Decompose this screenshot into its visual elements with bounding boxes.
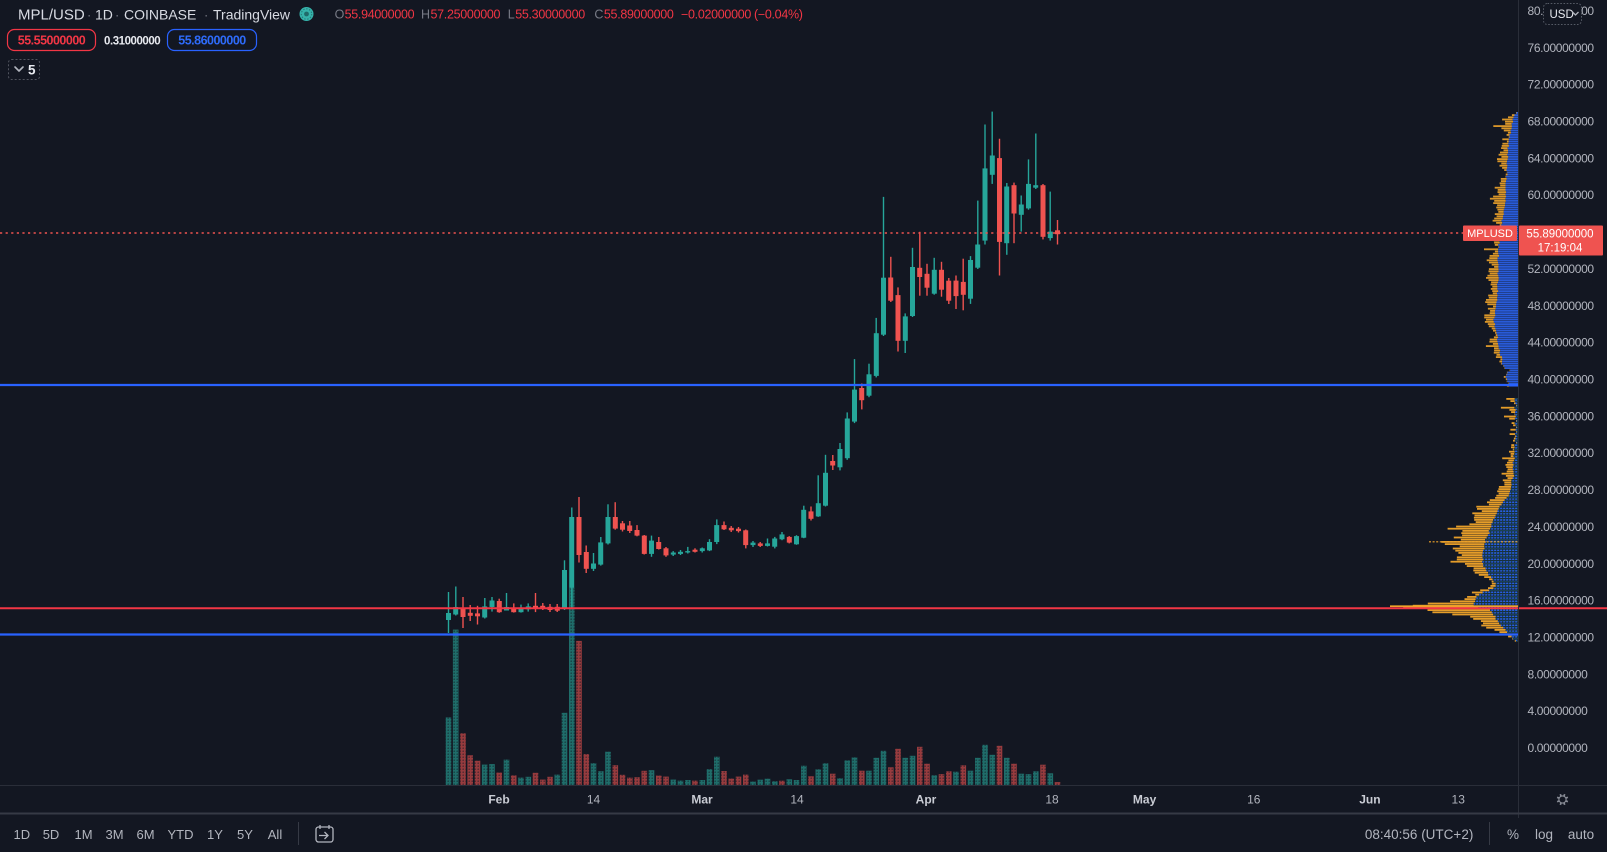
- svg-text:Jun: Jun: [1359, 793, 1380, 807]
- svg-text:·: ·: [204, 8, 208, 23]
- svg-text:May: May: [1133, 793, 1157, 807]
- svg-text:20.00000000: 20.00000000: [1528, 557, 1595, 571]
- svg-text:auto: auto: [1568, 827, 1594, 842]
- svg-text:H: H: [421, 8, 430, 22]
- svg-text:−0.02000000: −0.02000000: [681, 8, 751, 22]
- svg-text:52.00000000: 52.00000000: [1528, 262, 1595, 276]
- svg-text:3M: 3M: [105, 827, 123, 842]
- svg-text:14: 14: [790, 793, 804, 807]
- svg-text:08:40:56 (UTC+2): 08:40:56 (UTC+2): [1365, 827, 1473, 842]
- svg-text:0.00000000: 0.00000000: [1528, 741, 1589, 755]
- svg-text:All: All: [268, 827, 283, 842]
- svg-text:12.00000000: 12.00000000: [1528, 631, 1595, 645]
- svg-text:5Y: 5Y: [237, 827, 253, 842]
- svg-text:40.00000000: 40.00000000: [1528, 373, 1595, 387]
- svg-text:USD: USD: [1550, 9, 1574, 21]
- svg-text:COINBASE: COINBASE: [124, 7, 196, 23]
- svg-text:Apr: Apr: [916, 793, 937, 807]
- svg-text:44.00000000: 44.00000000: [1528, 336, 1595, 350]
- svg-text:C: C: [594, 8, 603, 22]
- svg-text:16.00000000: 16.00000000: [1528, 594, 1595, 608]
- svg-text:72.00000000: 72.00000000: [1528, 78, 1595, 92]
- svg-text:55.30000000: 55.30000000: [515, 8, 585, 22]
- svg-text:32.00000000: 32.00000000: [1528, 446, 1595, 460]
- svg-text:55.55000000: 55.55000000: [18, 34, 86, 48]
- svg-text:36.00000000: 36.00000000: [1528, 409, 1595, 423]
- svg-text:Feb: Feb: [488, 793, 509, 807]
- svg-text:·: ·: [87, 8, 91, 23]
- svg-text:(−0.04%): (−0.04%): [754, 8, 803, 22]
- svg-text:13: 13: [1452, 793, 1466, 807]
- svg-text:18: 18: [1045, 793, 1059, 807]
- svg-text:0.31000000: 0.31000000: [104, 36, 160, 48]
- svg-text:14: 14: [587, 793, 601, 807]
- svg-text:4.00000000: 4.00000000: [1528, 704, 1589, 718]
- svg-text:O: O: [335, 8, 345, 22]
- svg-text:TradingView: TradingView: [213, 7, 291, 23]
- svg-text:64.00000000: 64.00000000: [1528, 151, 1595, 165]
- svg-text:log: log: [1535, 827, 1553, 842]
- svg-text:55.94000000: 55.94000000: [345, 8, 415, 22]
- svg-text:1D: 1D: [95, 7, 113, 23]
- svg-text:76.00000000: 76.00000000: [1528, 41, 1595, 55]
- svg-text:68.00000000: 68.00000000: [1528, 115, 1595, 129]
- svg-text:57.25000000: 57.25000000: [431, 8, 501, 22]
- svg-text:YTD: YTD: [168, 827, 194, 842]
- svg-text:8.00000000: 8.00000000: [1528, 667, 1589, 681]
- svg-text:1M: 1M: [74, 827, 92, 842]
- svg-text:28.00000000: 28.00000000: [1528, 483, 1595, 497]
- svg-text:24.00000000: 24.00000000: [1528, 520, 1595, 534]
- svg-text:55.89000000: 55.89000000: [604, 8, 674, 22]
- svg-text:55.86000000: 55.86000000: [178, 34, 246, 48]
- svg-text:MPL/USD: MPL/USD: [18, 7, 85, 24]
- svg-text:55.89000000: 55.89000000: [1526, 229, 1593, 241]
- svg-text:1Y: 1Y: [207, 827, 223, 842]
- svg-text:1D: 1D: [13, 827, 30, 842]
- svg-text:48.00000000: 48.00000000: [1528, 299, 1595, 313]
- svg-text:%: %: [1507, 827, 1519, 842]
- svg-text:17:19:04: 17:19:04: [1538, 243, 1583, 255]
- svg-text:·: ·: [115, 8, 119, 23]
- svg-text:MPLUSD: MPLUSD: [1467, 228, 1513, 240]
- svg-text:6M: 6M: [136, 827, 154, 842]
- svg-text:Mar: Mar: [691, 793, 713, 807]
- svg-text:5D: 5D: [43, 827, 60, 842]
- svg-text:60.00000000: 60.00000000: [1528, 188, 1595, 202]
- svg-text:16: 16: [1247, 793, 1261, 807]
- svg-text:L: L: [508, 8, 515, 22]
- svg-text:5: 5: [28, 63, 36, 78]
